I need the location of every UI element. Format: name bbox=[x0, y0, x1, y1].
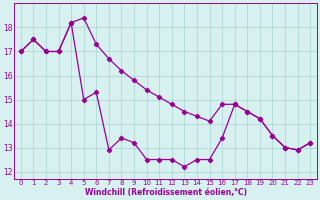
X-axis label: Windchill (Refroidissement éolien,°C): Windchill (Refroidissement éolien,°C) bbox=[84, 188, 246, 197]
